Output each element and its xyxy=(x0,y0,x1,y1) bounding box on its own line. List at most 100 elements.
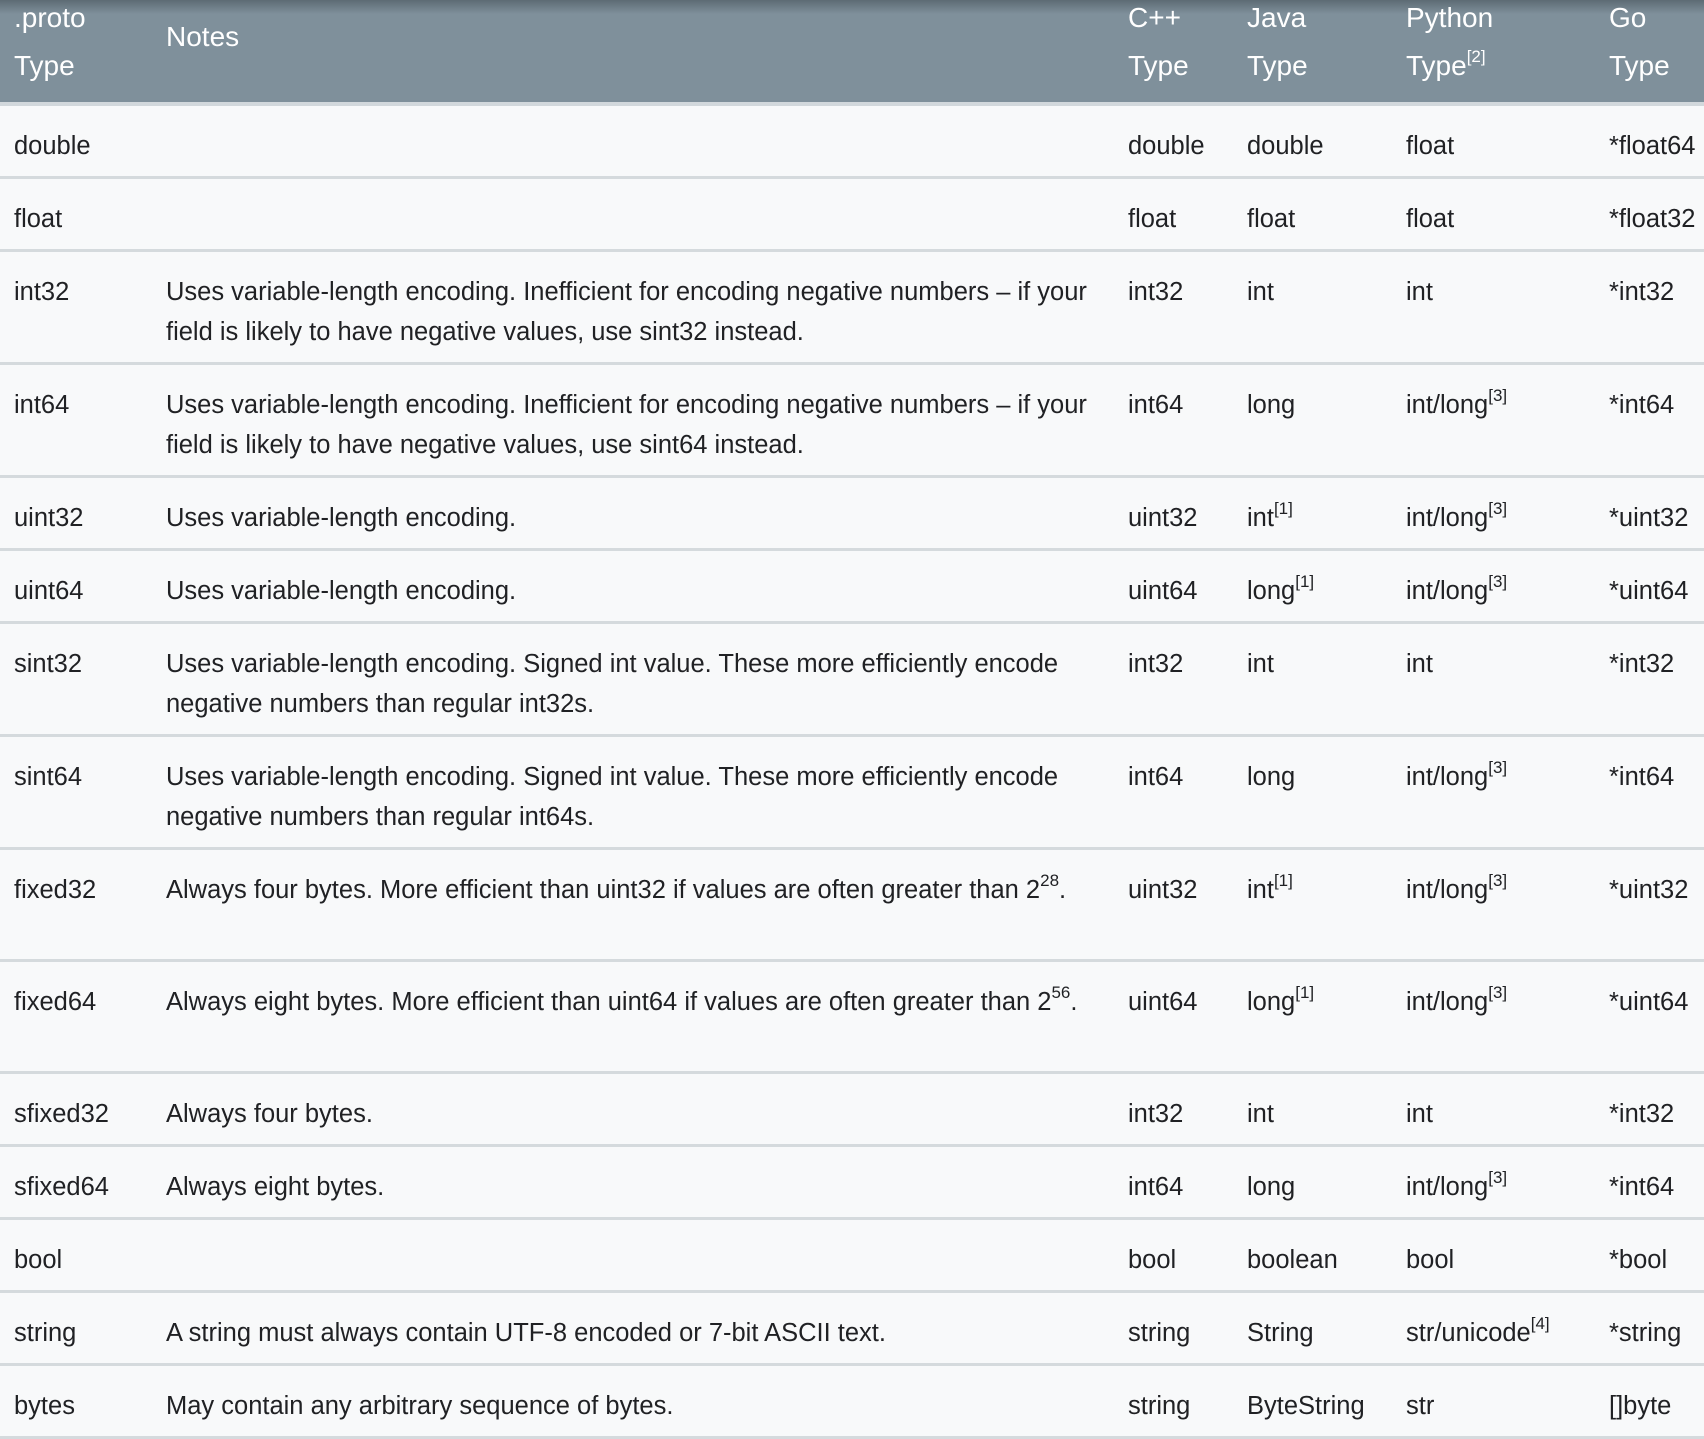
table-row: sfixed64 Always eight bytes. int64 long int/… xyxy=(0,1145,1704,1220)
go-type-cell: []byte xyxy=(1595,1364,1704,1439)
java-type-cell-text: long xyxy=(1247,763,1296,791)
cpp-type-cell: uint64 xyxy=(1114,549,1233,624)
java-type-cell-text: int xyxy=(1247,876,1274,904)
go-type-cell: *int32 xyxy=(1595,622,1704,737)
notes-cell xyxy=(152,177,1114,252)
table-row: double double double float *float64 xyxy=(0,104,1704,179)
java-type-cell: long[1] xyxy=(1233,960,1392,1074)
header-label: Java Type xyxy=(1247,0,1392,90)
go-type-cell: *int32 xyxy=(1595,250,1704,365)
notes-cell-text: Always four bytes. xyxy=(166,1100,373,1128)
python-type-cell: int/long[3] xyxy=(1392,735,1595,850)
header-java-type: Java Type xyxy=(1233,0,1392,106)
footnote-ref: [1] xyxy=(1295,571,1315,591)
java-type-cell-text: ByteString xyxy=(1247,1392,1365,1420)
proto-type-cell: sint64 xyxy=(0,735,152,850)
footnote-ref: [3] xyxy=(1488,870,1508,890)
python-type-cell: int/long[3] xyxy=(1392,549,1595,624)
go-type-cell-text: *uint32 xyxy=(1609,504,1689,532)
python-type-cell-text: int/long xyxy=(1406,876,1489,904)
python-type-cell-text: str xyxy=(1406,1392,1435,1420)
go-type-cell: *int64 xyxy=(1595,363,1704,478)
proto-type-cell: string xyxy=(0,1291,152,1366)
java-type-cell: boolean xyxy=(1233,1218,1392,1293)
notes-cell: Always four bytes. xyxy=(152,1072,1114,1147)
go-type-cell-text: *int64 xyxy=(1609,763,1675,791)
header-line1: .proto xyxy=(14,2,86,33)
footnote-ref: [3] xyxy=(1488,757,1508,777)
table-row: fixed64 Always eight bytes. More efficien… xyxy=(0,960,1704,1074)
notes-cell: Uses variable-length encoding. xyxy=(152,476,1114,551)
proto-type-cell: sint32 xyxy=(0,622,152,737)
table-row: uint64 Uses variable-length encoding. uint… xyxy=(0,549,1704,624)
cpp-type-cell-text: int64 xyxy=(1128,391,1184,419)
proto-type-cell-text: sfixed32 xyxy=(14,1100,109,1128)
table-row: sint32 Uses variable-length encoding. Sig… xyxy=(0,622,1704,737)
python-type-cell-text: bool xyxy=(1406,1246,1455,1274)
notes-cell: Uses variable-length encoding. xyxy=(152,549,1114,624)
go-type-cell-text: *int64 xyxy=(1609,1173,1675,1201)
notes-cell-text: Uses variable-length encoding. Inefficie… xyxy=(166,391,1087,459)
footnote-ref: [3] xyxy=(1488,982,1508,1002)
python-type-cell-text: int xyxy=(1406,278,1433,306)
notes-cell xyxy=(152,1218,1114,1293)
go-type-cell-text: *bool xyxy=(1609,1246,1668,1274)
notes-cell-text: Always eight bytes. More efficient than … xyxy=(166,988,1052,1016)
notes-cell: Always four bytes. More efficient than u… xyxy=(152,848,1114,962)
footnote-ref: [3] xyxy=(1488,571,1508,591)
proto-type-cell: sfixed32 xyxy=(0,1072,152,1147)
proto-type-cell: fixed32 xyxy=(0,848,152,962)
cpp-type-cell: int32 xyxy=(1114,1072,1233,1147)
java-type-cell: float xyxy=(1233,177,1392,252)
cpp-type-cell: string xyxy=(1114,1291,1233,1366)
proto-type-cell: int32 xyxy=(0,250,152,365)
header-line2: Type xyxy=(1406,50,1467,81)
python-type-cell-text: int/long xyxy=(1406,577,1489,605)
python-type-cell: int/long[3] xyxy=(1392,960,1595,1074)
go-type-cell: *int64 xyxy=(1595,1145,1704,1220)
proto-type-cell: float xyxy=(0,177,152,252)
cpp-type-cell: uint64 xyxy=(1114,960,1233,1074)
notes-cell-suffix: . xyxy=(1070,988,1078,1016)
go-type-cell-text: *float64 xyxy=(1609,132,1696,160)
go-type-cell-text: *int32 xyxy=(1609,1100,1675,1128)
python-type-cell: float xyxy=(1392,104,1595,179)
java-type-cell-text: int xyxy=(1247,1100,1274,1128)
proto-type-cell-text: int64 xyxy=(14,391,70,419)
proto-type-cell: fixed64 xyxy=(0,960,152,1074)
cpp-type-cell-text: bool xyxy=(1128,1246,1177,1274)
java-type-cell-text: double xyxy=(1247,132,1324,160)
proto-type-cell-text: sint64 xyxy=(14,763,83,791)
go-type-cell: *bool xyxy=(1595,1218,1704,1293)
notes-cell: A string must always contain UTF-8 encod… xyxy=(152,1291,1114,1366)
table-row: bool bool boolean bool *bool xyxy=(0,1218,1704,1293)
table-row: sfixed32 Always four bytes. int32 int int *in… xyxy=(0,1072,1704,1147)
table-row: sint64 Uses variable-length encoding. Sig… xyxy=(0,735,1704,850)
go-type-cell: *uint64 xyxy=(1595,549,1704,624)
footnote-ref: [1] xyxy=(1273,498,1293,518)
go-type-cell: *int32 xyxy=(1595,1072,1704,1147)
header-row: .proto Type Notes C++ Type Java Type Python Type… xyxy=(0,0,1704,106)
proto-type-cell-text: uint32 xyxy=(14,504,84,532)
notes-cell-text: Always eight bytes. xyxy=(166,1173,385,1201)
python-type-cell: float xyxy=(1392,177,1595,252)
proto-type-cell: int64 xyxy=(0,363,152,478)
notes-cell-suffix: . xyxy=(1059,876,1067,904)
java-type-cell-text: int xyxy=(1247,504,1274,532)
cpp-type-cell-text: int32 xyxy=(1128,278,1184,306)
python-type-cell: int xyxy=(1392,1072,1595,1147)
java-type-cell: long xyxy=(1233,363,1392,478)
proto-type-cell-text: int32 xyxy=(14,278,70,306)
python-type-cell-text: int xyxy=(1406,1100,1433,1128)
java-type-cell-text: float xyxy=(1247,205,1296,233)
table-body: double double double float *float64 float floa… xyxy=(0,104,1704,1439)
java-type-cell-text: long xyxy=(1247,1173,1296,1201)
java-type-cell-text: long xyxy=(1247,577,1296,605)
notes-cell-text: May contain any arbitrary sequence of by… xyxy=(166,1392,674,1420)
java-type-cell: long[1] xyxy=(1233,549,1392,624)
proto-type-cell: bytes xyxy=(0,1364,152,1439)
proto-type-cell: uint32 xyxy=(0,476,152,551)
go-type-cell-text: *float32 xyxy=(1609,205,1696,233)
java-type-cell: long xyxy=(1233,1145,1392,1220)
go-type-cell: *float32 xyxy=(1595,177,1704,252)
